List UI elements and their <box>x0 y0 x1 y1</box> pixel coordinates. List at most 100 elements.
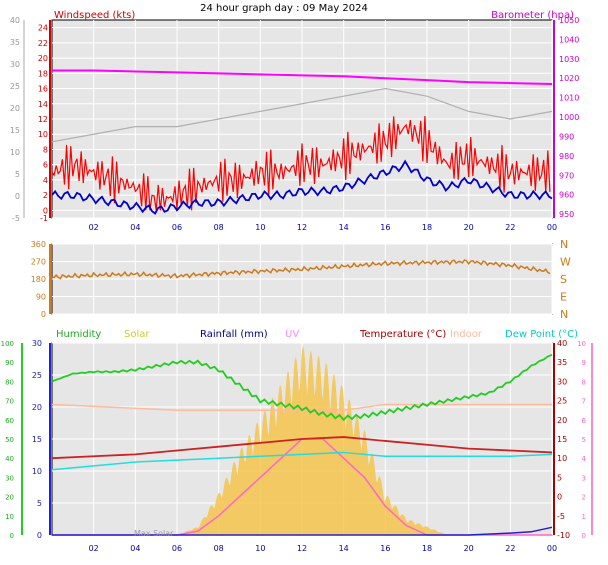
legend-item: Indoor <box>450 329 483 340</box>
humidity-tick-label: 100 <box>1 340 14 348</box>
uv-tick-label: 6 <box>582 417 587 425</box>
x-tick-label: 02 <box>89 544 99 553</box>
direction-tick-label: 180 <box>31 275 46 284</box>
max-solar-annotation: Max Solar <box>134 529 174 538</box>
humidity-tick-label: 50 <box>5 436 14 444</box>
rain-tick-label: 25 <box>32 371 42 380</box>
rain-tick-label: 5 <box>37 499 42 508</box>
outer-tick-label: 25 <box>10 82 20 91</box>
wind-tick-label: 0 <box>43 206 48 215</box>
barometer-tick-label: 960 <box>559 191 574 200</box>
humidity-tick-label: 40 <box>5 455 14 463</box>
uv-tick-label: 5 <box>582 436 586 444</box>
uv-tick-label: 7 <box>582 398 586 406</box>
x-tick-label: 16 <box>380 544 390 553</box>
humidity-tick-label: 0 <box>10 532 14 540</box>
wind-tick-label: 18 <box>38 69 48 78</box>
legend-item: Solar <box>124 329 150 340</box>
x-tick-label: 00 <box>547 544 557 553</box>
humidity-tick-label: 10 <box>5 513 14 521</box>
barometer-series-line <box>52 69 553 86</box>
temperature-series-line <box>51 436 553 460</box>
barometer-tick-label: 1010 <box>559 94 579 103</box>
barometer-tick-label: 1000 <box>559 113 579 122</box>
uv-tick-label: 3 <box>582 474 586 482</box>
wind-tick-label: 20 <box>38 54 48 63</box>
uv-tick-label: 1 <box>582 513 586 521</box>
direction-tick-label: 0 <box>41 310 46 319</box>
x-tick-label: 12 <box>297 544 307 553</box>
temperature-tick-label: -5 <box>557 512 565 521</box>
temperature-tick-label: 30 <box>557 377 567 386</box>
temperature-tick-label: 5 <box>557 473 562 482</box>
humidity-tick-label: 70 <box>5 398 14 406</box>
outer-tick-label: 35 <box>10 38 20 47</box>
uv-tick-label: 0 <box>582 532 586 540</box>
outer-tick-label: -5 <box>12 214 20 223</box>
outer-tick-label: 20 <box>10 104 20 113</box>
wind-tick-label: -1 <box>40 214 48 223</box>
compass-tick-label: N <box>560 238 568 251</box>
windspeed-series-line <box>51 115 551 211</box>
direction-tick-label: 270 <box>31 258 46 267</box>
outer-tick-label: 15 <box>10 126 20 135</box>
barometer-tick-label: 990 <box>559 132 574 141</box>
compass-tick-label: N <box>560 308 568 321</box>
barometer-tick-label: 1050 <box>559 16 579 25</box>
wind-tick-label: 24 <box>38 24 48 33</box>
rain-tick-label: 20 <box>32 403 42 412</box>
wind-tick-label: 6 <box>43 161 48 170</box>
rain-tick-label: 10 <box>32 467 42 476</box>
compass-tick-label: W <box>560 256 571 269</box>
average-wind-series-line <box>51 159 553 215</box>
x-tick-label: 06 <box>172 223 182 232</box>
direction-tick-label: 360 <box>31 240 46 249</box>
outer-tick-label: 30 <box>10 60 20 69</box>
humidity-tick-label: 20 <box>5 494 14 502</box>
windspeed-axis-label: Windspeed (kts) <box>54 10 135 21</box>
uv-tick-label: 4 <box>582 455 587 463</box>
humidity-tick-label: 80 <box>5 378 14 386</box>
temperature-tick-label: 20 <box>557 416 567 425</box>
rain-tick-label: 0 <box>37 531 42 540</box>
x-tick-label: 18 <box>422 223 432 232</box>
humidity-tick-label: 30 <box>5 474 14 482</box>
legend-item: UV <box>285 329 299 340</box>
legend-item: Temperature (°C) <box>359 329 446 340</box>
x-tick-label: 20 <box>464 223 474 232</box>
barometer-tick-label: 970 <box>559 171 574 180</box>
x-tick-label: 10 <box>255 544 265 553</box>
solar-series-area <box>52 345 552 535</box>
compass-tick-label: S <box>560 273 567 286</box>
wind-tick-label: 2 <box>43 191 48 200</box>
uv-tick-label: 2 <box>582 494 586 502</box>
temperature-tick-label: 35 <box>557 358 567 367</box>
x-tick-label: 08 <box>214 544 224 553</box>
x-tick-label: 18 <box>422 544 432 553</box>
rainfall-series-line <box>52 526 553 536</box>
x-tick-label: 04 <box>130 223 140 232</box>
legend-item: Dew Point (°C) <box>505 329 578 340</box>
humidity-tick-label: 90 <box>5 359 14 367</box>
chart-title: 24 hour graph day : 09 May 2024 <box>200 3 368 14</box>
legend-item: Rainfall (mm) <box>200 329 268 340</box>
temperature-tick-label: 40 <box>557 339 567 348</box>
x-tick-label: 16 <box>380 223 390 232</box>
gust-series-line <box>51 87 553 143</box>
wind-tick-label: 14 <box>38 100 48 109</box>
dewpoint-series-line <box>51 451 553 471</box>
wind-tick-label: 16 <box>38 85 48 94</box>
x-tick-label: 08 <box>214 223 224 232</box>
direction-series-line <box>51 259 551 280</box>
temperature-tick-label: 10 <box>557 454 567 463</box>
outer-tick-label: 0 <box>15 192 20 201</box>
x-tick-label: 06 <box>172 544 182 553</box>
x-tick-label: 20 <box>464 544 474 553</box>
temperature-tick-label: 0 <box>557 493 562 502</box>
x-tick-label: 14 <box>339 544 349 553</box>
humidity-series-line <box>51 354 553 422</box>
uv-tick-label: 8 <box>582 378 586 386</box>
legend-item: Humidity <box>56 329 101 340</box>
direction-tick-label: 90 <box>36 293 46 302</box>
